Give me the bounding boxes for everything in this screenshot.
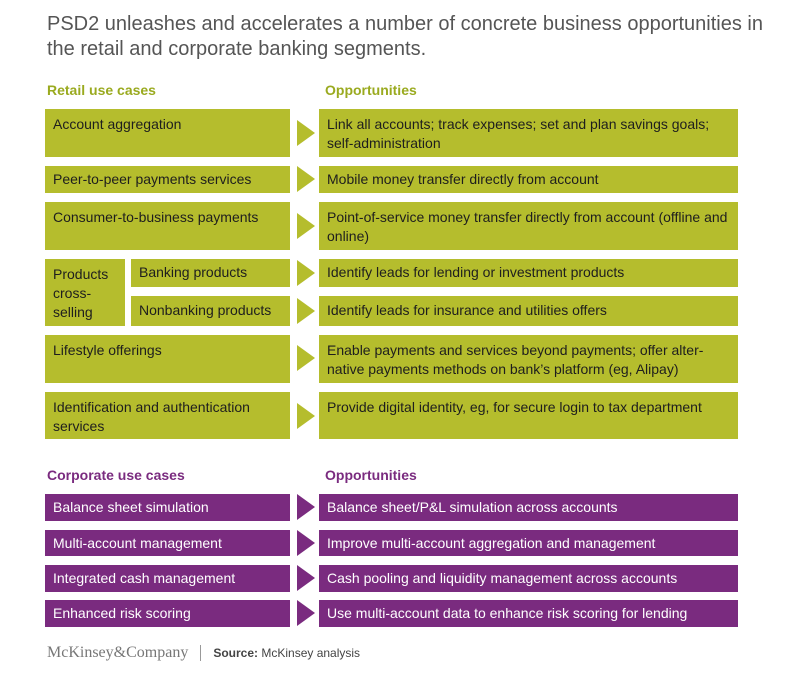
corporate-opportunity-multi-account: Improve multi-account aggregation and ma…	[319, 530, 738, 556]
retail-opportunity-nonbanking-products: Identify leads for insurance and utiliti…	[319, 296, 738, 326]
retail-use-case-nonbanking-products: Nonbanking products	[131, 296, 290, 326]
retail-opportunities-header: Opportunities	[325, 82, 417, 98]
corporate-opportunities-header: Opportunities	[325, 467, 417, 483]
retail-opportunity-lifestyle: Enable payments and services beyond paym…	[319, 335, 738, 383]
corporate-use-case-multi-account: Multi-account management	[45, 530, 290, 556]
retail-opportunity-identification: Provide digital identity, eg, for secure…	[319, 392, 738, 439]
corporate-use-case-risk-scoring: Enhanced risk scoring	[45, 600, 290, 627]
source-note: Source: McKinsey analysis	[213, 646, 360, 660]
arrow-icon	[297, 166, 315, 192]
retail-use-case-c2b: Consumer-to-business payments	[45, 202, 290, 250]
corporate-opportunity-cash-management: Cash pooling and liquidity management ac…	[319, 565, 738, 592]
retail-use-case-identification: Identification and authentication servic…	[45, 392, 290, 439]
arrow-icon	[297, 298, 315, 324]
retail-opportunity-banking-products: Identify leads for lending or investment…	[319, 259, 738, 287]
retail-group-products-cross-selling: Products cross-selling	[45, 259, 125, 326]
retail-use-case-account-aggregation: Account aggregation	[45, 109, 290, 157]
retail-opportunity-p2p: Mobile money transfer directly from acco…	[319, 166, 738, 193]
source-label: Source:	[213, 646, 259, 660]
corporate-opportunity-risk-scoring: Use multi-account data to enhance risk s…	[319, 600, 738, 627]
arrow-icon	[297, 600, 315, 626]
retail-use-case-p2p: Peer-to-peer payments services	[45, 166, 290, 193]
mckinsey-logo: McKinsey&Company	[47, 644, 189, 661]
retail-use-case-banking-products: Banking products	[131, 259, 290, 287]
arrow-icon	[297, 260, 315, 286]
corporate-use-cases-header: Corporate use cases	[47, 467, 185, 483]
footer: McKinsey&Company Source: McKinsey analys…	[47, 643, 360, 663]
source-text: McKinsey analysis	[261, 646, 361, 660]
arrow-icon	[297, 494, 315, 520]
arrow-icon	[297, 120, 315, 146]
corporate-use-case-cash-management: Integrated cash management	[45, 565, 290, 592]
retail-opportunity-c2b: Point-of-service money transfer directly…	[319, 202, 738, 250]
arrow-icon	[297, 530, 315, 556]
retail-use-case-lifestyle: Lifestyle offerings	[45, 335, 290, 383]
page-title: PSD2 unleashes and accelerates a number …	[47, 13, 763, 60]
corporate-opportunity-balance-sheet: Balance sheet/P&L simulation across acco…	[319, 494, 738, 521]
arrow-icon	[297, 565, 315, 591]
arrow-icon	[297, 345, 315, 371]
arrow-icon	[297, 403, 315, 429]
arrow-icon	[297, 213, 315, 239]
footer-divider	[200, 645, 202, 661]
retail-use-cases-header: Retail use cases	[47, 82, 156, 98]
retail-opportunity-account-aggregation: Link all accounts; track expenses; set a…	[319, 109, 738, 157]
corporate-use-case-balance-sheet: Balance sheet simulation	[45, 494, 290, 521]
